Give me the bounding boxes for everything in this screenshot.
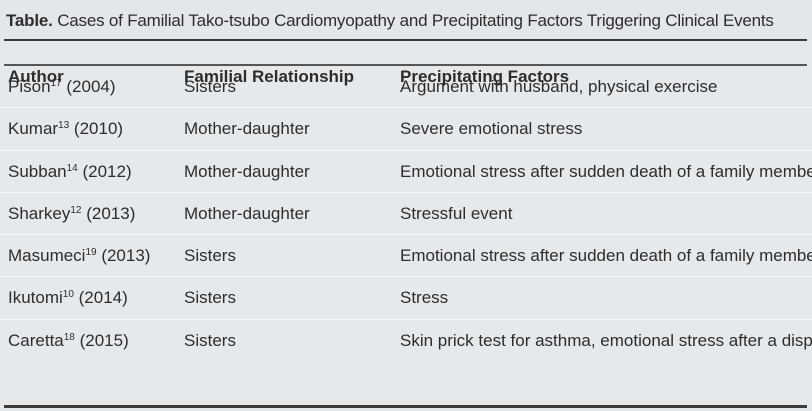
- cell-factors: Emotional stress after sudden death of a…: [400, 246, 812, 266]
- table-row: Kumar13 (2010) Mother-daughter Severe em…: [0, 108, 812, 151]
- cell-author: Caretta18 (2015): [8, 320, 129, 362]
- year: (2013): [81, 203, 136, 223]
- data-table: Author Familial Relationship Precipitati…: [0, 41, 812, 409]
- header-author: Author: [8, 67, 64, 86]
- top-rule: [4, 39, 807, 41]
- reference-number: 12: [70, 204, 82, 216]
- reference-number: 19: [85, 247, 97, 259]
- cell-author: Kumar13 (2010): [8, 108, 123, 150]
- reference-number: 10: [62, 289, 74, 301]
- cell-relationship: Mother-daughter: [184, 161, 310, 181]
- year: (2012): [77, 161, 132, 181]
- cell-factors: Skin prick test for asthma, emotional st…: [400, 330, 812, 350]
- cell-author: Pison17 (2004): [8, 66, 116, 108]
- header-factors: Precipitating Factors: [400, 67, 570, 86]
- caption-text: Cases of Familial Tako-tsubo Cardiomyopa…: [52, 11, 774, 30]
- cell-relationship: Sisters: [184, 330, 236, 350]
- table-row: Subban14 (2012) Mother-daughter Emotiona…: [0, 151, 812, 193]
- table-row: Caretta18 (2015) Sisters Skin prick test…: [0, 320, 812, 362]
- cell-author: Subban14 (2012): [8, 151, 132, 193]
- year: (2014): [73, 288, 128, 308]
- author-name: Ikutomi: [8, 288, 63, 308]
- cell-relationship: Sisters: [184, 77, 236, 96]
- caption-lead: Table.: [6, 11, 53, 30]
- cell-author: Ikutomi10 (2014): [8, 277, 128, 319]
- author-name: Masumeci: [8, 246, 86, 266]
- header-relationship: Familial Relationship: [184, 67, 355, 86]
- author-name: Caretta: [8, 330, 64, 350]
- cell-relationship: Mother-daughter: [184, 119, 310, 139]
- cell-factors: Stressful event: [400, 203, 513, 223]
- header-rule: [4, 64, 807, 66]
- table-header: Author Familial Relationship Precipitati…: [0, 59, 812, 95]
- cell-factors: Severe emotional stress: [400, 119, 583, 139]
- author-name: Kumar: [8, 119, 59, 139]
- cell-relationship: Sisters: [184, 246, 236, 266]
- table-caption: Table. Cases of Familial Tako-tsubo Card…: [6, 6, 806, 36]
- cell-relationship: Mother-daughter: [184, 203, 310, 223]
- reference-number: 17: [50, 78, 62, 89]
- year: (2013): [96, 246, 151, 266]
- author-name: Pison: [8, 77, 51, 96]
- cell-author: Masumeci19 (2013): [8, 235, 150, 277]
- table-row: Sharkey12 (2013) Mother-daughter Stressf…: [0, 193, 812, 236]
- table-row: Pison17 (2004) Sisters Argument with hus…: [0, 66, 812, 109]
- reference-number: 18: [63, 331, 75, 343]
- table-row: Masumeci19 (2013) Sisters Emotional stre…: [0, 235, 812, 278]
- table-body: Pison17 (2004) Sisters Argument with hus…: [0, 66, 812, 362]
- year: (2010): [69, 119, 124, 139]
- cell-relationship: Sisters: [184, 288, 236, 308]
- cell-factors: Argument with husband, physical exercise: [400, 77, 718, 96]
- cell-author: Sharkey12 (2013): [8, 193, 135, 235]
- reference-number: 14: [66, 162, 78, 174]
- bottom-rule: [4, 405, 807, 408]
- table-row: Ikutomi10 (2014) Sisters Stress: [0, 277, 812, 320]
- reference-number: 13: [58, 120, 70, 132]
- year: (2004): [61, 77, 116, 96]
- cell-factors: Stress: [400, 288, 449, 308]
- author-name: Sharkey: [8, 203, 71, 223]
- year: (2015): [74, 330, 129, 350]
- author-name: Subban: [8, 161, 67, 181]
- cell-factors: Emotional stress after sudden death of a…: [400, 161, 812, 181]
